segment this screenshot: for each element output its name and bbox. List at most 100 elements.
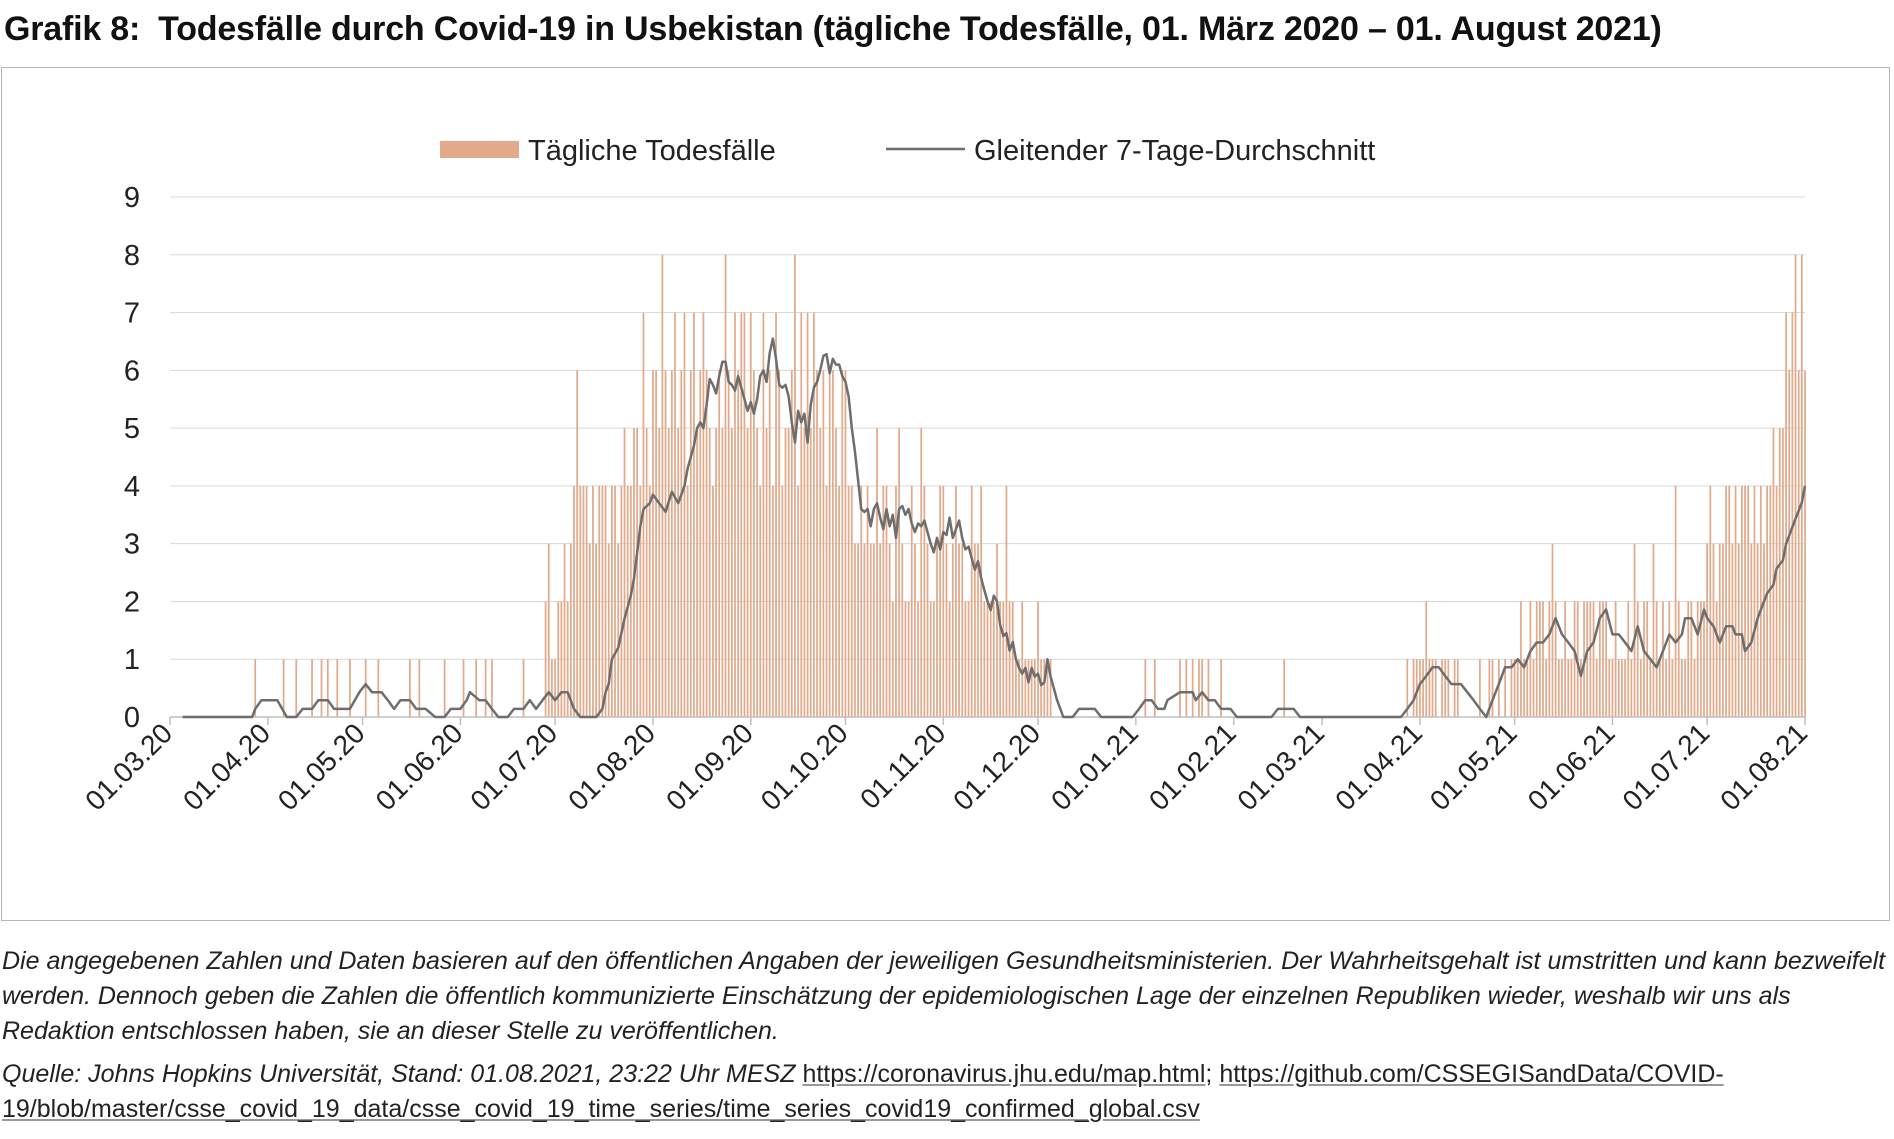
bar (1652, 543, 1655, 717)
bar (1185, 659, 1188, 717)
x-axis: 01.03.2001.04.2001.05.2001.06.2001.07.20… (79, 716, 1813, 816)
bar (254, 659, 257, 717)
bar (1456, 659, 1459, 717)
bar (1018, 659, 1020, 717)
bar (1766, 485, 1768, 717)
bar (295, 659, 298, 717)
bar (866, 485, 869, 717)
bar (898, 428, 900, 717)
bar (1021, 601, 1024, 717)
bar (1191, 659, 1194, 717)
bar (1718, 543, 1721, 717)
bar (1573, 601, 1576, 717)
bar (1144, 659, 1147, 717)
bar (787, 428, 790, 717)
bar (1741, 485, 1743, 717)
bar (778, 370, 781, 717)
bar (1706, 543, 1709, 717)
bar (443, 659, 446, 717)
title-text: Todesfälle durch Covid-19 in Usbekistan … (158, 10, 1662, 48)
y-tick-label: 6 (124, 355, 140, 387)
bar (1551, 543, 1554, 717)
bar (1617, 659, 1620, 717)
bar (674, 312, 676, 717)
legend-bar-swatch (440, 141, 519, 158)
bar (1602, 601, 1604, 717)
bar (1728, 485, 1731, 717)
bar (727, 370, 730, 717)
bar (1542, 601, 1544, 717)
bar (1532, 659, 1535, 717)
bar (1797, 370, 1800, 717)
source-link-jhu[interactable]: https://coronavirus.jhu.edu/map.html (802, 1060, 1206, 1088)
bar (1564, 601, 1566, 717)
bar (1589, 601, 1592, 717)
moving-average-line (182, 337, 1807, 719)
bar (579, 485, 582, 717)
bar (1696, 601, 1699, 717)
bar (1674, 485, 1677, 717)
bar (749, 312, 752, 717)
bar (1763, 543, 1765, 717)
bar (1759, 485, 1762, 717)
bar (1513, 659, 1516, 717)
bar (1425, 601, 1428, 717)
bar (721, 428, 724, 717)
bar (816, 370, 818, 717)
bar (762, 312, 765, 717)
bar (491, 659, 493, 717)
bar (712, 485, 714, 717)
bar (1772, 428, 1775, 717)
bar (1630, 659, 1633, 717)
bar (819, 428, 822, 717)
bar (693, 312, 695, 717)
bar (1201, 659, 1204, 717)
bar (746, 428, 749, 717)
bar (904, 601, 907, 717)
bar (1605, 601, 1608, 717)
bar (936, 543, 938, 717)
bar (686, 485, 689, 717)
bar (1441, 659, 1443, 717)
bar (708, 428, 711, 717)
bar (1561, 659, 1563, 717)
bar (1444, 659, 1447, 717)
bar (1668, 601, 1671, 717)
bar (800, 312, 803, 717)
bar (326, 659, 329, 717)
bar (1497, 659, 1500, 717)
bar (1753, 485, 1756, 717)
bar (1640, 659, 1642, 717)
bar (1769, 485, 1772, 717)
bar (349, 659, 351, 717)
bar (554, 659, 556, 717)
bar (1491, 659, 1494, 717)
bar (869, 543, 872, 717)
bar (626, 485, 629, 717)
bar (1002, 601, 1005, 717)
bar (1800, 254, 1803, 717)
bar (844, 370, 847, 717)
bar (1649, 659, 1652, 717)
bar (1614, 601, 1617, 717)
bar (1548, 601, 1551, 717)
bar (1447, 659, 1450, 717)
bar (882, 485, 885, 717)
bar (699, 370, 702, 717)
bar (1557, 659, 1560, 717)
bar (958, 543, 960, 717)
bar (910, 485, 913, 717)
bar (917, 601, 919, 717)
x-tick-label: 01.02.21 (1143, 717, 1242, 816)
legend: Tägliche Todesfälle Gleitender 7-Tage-Dur… (440, 135, 1375, 167)
bar (775, 312, 777, 717)
bar (1545, 659, 1548, 717)
bar (1283, 659, 1286, 717)
source-link-github[interactable]: https://github.com/CSSEGISandData/COVID-… (2, 1060, 1724, 1123)
bar (1153, 659, 1156, 717)
bar (1608, 659, 1611, 717)
bar (557, 601, 560, 717)
bar (573, 485, 575, 717)
bar (595, 543, 597, 717)
bar (551, 659, 553, 717)
